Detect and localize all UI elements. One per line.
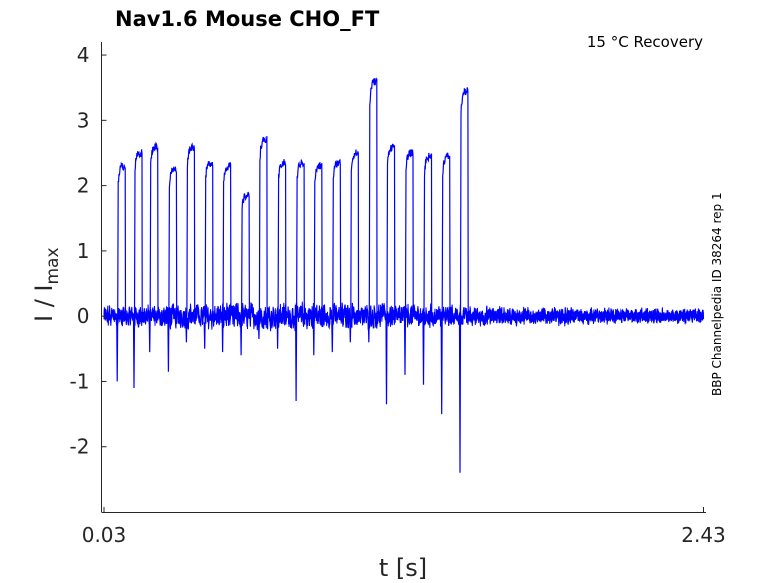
y-tick-label: 1 [77, 239, 90, 263]
baseline-trace [103, 301, 704, 330]
pulse-trace [331, 158, 342, 353]
pulse-trace [312, 161, 323, 356]
pulse-trace [132, 149, 143, 389]
y-tick-label: 0 [77, 304, 90, 328]
y-tick-label: 3 [77, 108, 90, 132]
pulse-trace [185, 142, 196, 343]
pulse-trace [349, 149, 360, 343]
trace-group [103, 77, 704, 473]
pulse-trace [385, 143, 396, 405]
pulse-trace [221, 162, 232, 353]
pulse-trace [458, 87, 469, 473]
side-label: BBP Channelpedia ID 38264 rep 1 [710, 192, 724, 396]
y-tick-label: -2 [70, 435, 90, 459]
y-tick-label: 2 [77, 174, 90, 198]
pulse-trace [440, 152, 451, 415]
pulse-trace [257, 136, 268, 340]
y-ticks: -2 -1 0 1 2 3 4 [70, 43, 107, 459]
y-tick-label: 4 [77, 43, 90, 67]
condition-annotation: 15 °C Recovery [587, 33, 703, 51]
y-axis-label-sub: max [43, 247, 63, 284]
pulse-trace [116, 161, 127, 382]
pulse-trace [167, 166, 178, 372]
x-axis-label: t [s] [379, 554, 427, 582]
pulse-trace [276, 159, 287, 349]
pulse-trace [367, 77, 378, 343]
x-tick-label: 0.03 [82, 523, 127, 547]
chart-title: Nav1.6 Mouse CHO_FT [115, 7, 380, 31]
x-tick-label: 2.43 [681, 523, 726, 547]
pulse-trace [295, 159, 305, 402]
pulse-trace [203, 161, 214, 349]
y-axis-label-main: I / I [30, 285, 58, 323]
y-tick-label: -1 [70, 369, 90, 393]
baseline-trace [103, 302, 704, 331]
pulse-trace [403, 149, 414, 375]
y-axis-label-group: I / Imax [30, 247, 63, 322]
y-axis-label: I / Imax [30, 247, 63, 322]
x-ticks: 0.03 2.43 [82, 507, 726, 547]
pulse-trace [240, 191, 250, 356]
pulse-trace [148, 141, 159, 353]
pulse-trace [422, 152, 433, 385]
